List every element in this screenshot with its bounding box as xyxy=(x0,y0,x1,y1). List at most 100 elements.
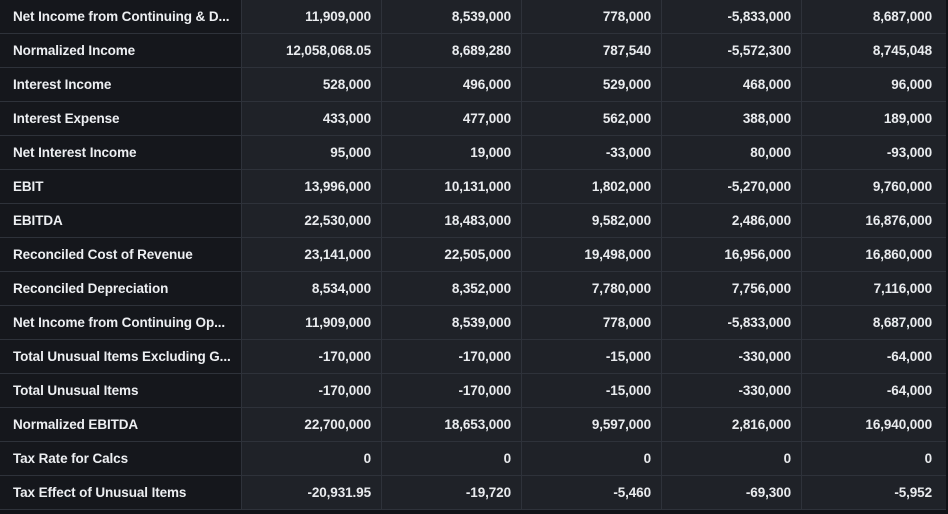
table-row: Tax Rate for Calcs 0 0 0 0 0 xyxy=(0,442,948,476)
table-cell: -5,572,300 xyxy=(662,34,802,67)
table-cell: 562,000 xyxy=(522,102,662,135)
table-cell: 7,780,000 xyxy=(522,272,662,305)
table-cell: -64,000 xyxy=(802,374,948,407)
table-cell: 778,000 xyxy=(522,306,662,339)
table-cell: -15,000 xyxy=(522,374,662,407)
table-row: Net Interest Income 95,000 19,000 -33,000 80… xyxy=(0,136,948,170)
table-cell: -170,000 xyxy=(382,340,522,373)
table-cell: 529,000 xyxy=(522,68,662,101)
table-cell: 8,534,000 xyxy=(242,272,382,305)
table-row: Net Income from Continuing & D... 11,909,… xyxy=(0,0,948,34)
table-cell: 1,802,000 xyxy=(522,170,662,203)
table-cell: -33,000 xyxy=(522,136,662,169)
table-cell: 2,816,000 xyxy=(662,408,802,441)
row-label: Interest Expense xyxy=(0,102,242,135)
table-cell: 11,909,000 xyxy=(242,0,382,33)
table-row: Reconciled Depreciation 8,534,000 8,352,00… xyxy=(0,272,948,306)
table-cell: 18,653,000 xyxy=(382,408,522,441)
table-cell: -20,931.95 xyxy=(242,476,382,509)
table-cell: 0 xyxy=(382,442,522,475)
table-cell: 477,000 xyxy=(382,102,522,135)
table-cell: 7,116,000 xyxy=(802,272,948,305)
table-cell: 8,539,000 xyxy=(382,0,522,33)
table-cell: 19,000 xyxy=(382,136,522,169)
row-label: Total Unusual Items xyxy=(0,374,242,407)
table-cell: 787,540 xyxy=(522,34,662,67)
table-cell: 778,000 xyxy=(522,0,662,33)
table-row: Normalized EBITDA 22,700,000 18,653,000 9,5… xyxy=(0,408,948,442)
table-cell: 12,058,068.05 xyxy=(242,34,382,67)
table-row: EBIT 13,996,000 10,131,000 1,802,000 -5,270,… xyxy=(0,170,948,204)
table-cell: 22,700,000 xyxy=(242,408,382,441)
table-cell: 11,909,000 xyxy=(242,306,382,339)
table-cell: -64,000 xyxy=(802,340,948,373)
table-cell: -5,952 xyxy=(802,476,948,509)
table-cell: 16,876,000 xyxy=(802,204,948,237)
row-label: EBITDA xyxy=(0,204,242,237)
table-cell: 9,582,000 xyxy=(522,204,662,237)
table-cell: 13,996,000 xyxy=(242,170,382,203)
table-row: Reconciled Cost of Revenue 23,141,000 22,5… xyxy=(0,238,948,272)
table-cell: -93,000 xyxy=(802,136,948,169)
table-cell: 16,860,000 xyxy=(802,238,948,271)
table-cell: 189,000 xyxy=(802,102,948,135)
row-label: Normalized Income xyxy=(0,34,242,67)
row-label: Net Income from Continuing Op... xyxy=(0,306,242,339)
row-label: Tax Rate for Calcs xyxy=(0,442,242,475)
row-label: Interest Income xyxy=(0,68,242,101)
table-cell: 80,000 xyxy=(662,136,802,169)
table-cell: 8,745,048 xyxy=(802,34,948,67)
table-cell: -69,300 xyxy=(662,476,802,509)
table-row: Interest Expense 433,000 477,000 562,000 388… xyxy=(0,102,948,136)
table-row: Total Unusual Items Excluding G... -170,0… xyxy=(0,340,948,374)
table-cell: 528,000 xyxy=(242,68,382,101)
scrollbar[interactable] xyxy=(946,0,948,514)
table-cell: -5,270,000 xyxy=(662,170,802,203)
table-cell: -5,833,000 xyxy=(662,306,802,339)
table-cell: 95,000 xyxy=(242,136,382,169)
row-label: Net Interest Income xyxy=(0,136,242,169)
row-label: Normalized EBITDA xyxy=(0,408,242,441)
table-cell: 9,597,000 xyxy=(522,408,662,441)
table-row: Normalized Income 12,058,068.05 8,689,280 7… xyxy=(0,34,948,68)
table-cell: 96,000 xyxy=(802,68,948,101)
table-cell: 22,530,000 xyxy=(242,204,382,237)
row-label: Total Unusual Items Excluding G... xyxy=(0,340,242,373)
table-cell: 0 xyxy=(242,442,382,475)
table-cell: 9,760,000 xyxy=(802,170,948,203)
row-label: Tax Effect of Unusual Items xyxy=(0,476,242,509)
table-cell: 16,956,000 xyxy=(662,238,802,271)
table-cell: 496,000 xyxy=(382,68,522,101)
row-label: Reconciled Depreciation xyxy=(0,272,242,305)
table-cell: 433,000 xyxy=(242,102,382,135)
table-cell: 22,505,000 xyxy=(382,238,522,271)
row-label: Net Income from Continuing & D... xyxy=(0,0,242,33)
table-cell: -170,000 xyxy=(382,374,522,407)
table-row: Net Income from Continuing Op... 11,909,0… xyxy=(0,306,948,340)
table-cell: 0 xyxy=(802,442,948,475)
row-label: Reconciled Cost of Revenue xyxy=(0,238,242,271)
table-cell: 10,131,000 xyxy=(382,170,522,203)
table-row: Interest Income 528,000 496,000 529,000 468,… xyxy=(0,68,948,102)
table-row: EBITDA 22,530,000 18,483,000 9,582,000 2,486… xyxy=(0,204,948,238)
table-cell: 8,539,000 xyxy=(382,306,522,339)
table-cell: -15,000 xyxy=(522,340,662,373)
table-cell: 19,498,000 xyxy=(522,238,662,271)
table-cell: 468,000 xyxy=(662,68,802,101)
table-cell: 8,687,000 xyxy=(802,306,948,339)
table-row: Total Unusual Items -170,000 -170,000 -15,0… xyxy=(0,374,948,408)
table-cell: -330,000 xyxy=(662,374,802,407)
table-cell: 2,486,000 xyxy=(662,204,802,237)
table-cell: -19,720 xyxy=(382,476,522,509)
table-cell: 16,940,000 xyxy=(802,408,948,441)
table-cell: 0 xyxy=(662,442,802,475)
table-cell: 388,000 xyxy=(662,102,802,135)
table-cell: -330,000 xyxy=(662,340,802,373)
table-cell: -170,000 xyxy=(242,340,382,373)
table-cell: 7,756,000 xyxy=(662,272,802,305)
table-cell: 18,483,000 xyxy=(382,204,522,237)
table-cell: 8,689,280 xyxy=(382,34,522,67)
table-cell: 8,687,000 xyxy=(802,0,948,33)
table-cell: -5,460 xyxy=(522,476,662,509)
